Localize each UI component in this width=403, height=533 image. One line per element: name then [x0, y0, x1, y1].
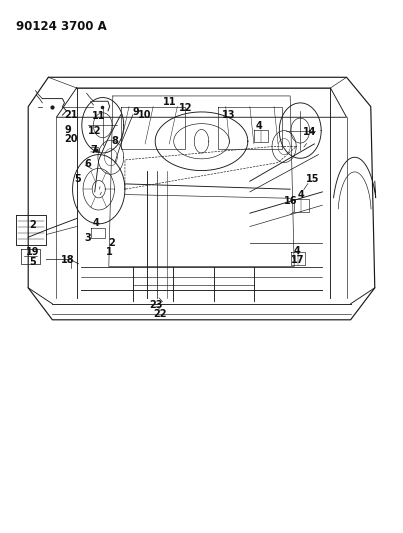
Text: 90124 3700 A: 90124 3700 A: [16, 20, 107, 33]
Text: 1: 1: [106, 247, 113, 257]
Text: 4: 4: [93, 218, 99, 228]
Text: 5: 5: [74, 174, 81, 183]
Text: 21: 21: [64, 110, 77, 119]
Text: 2: 2: [29, 220, 35, 230]
Text: 7: 7: [90, 146, 97, 155]
Text: 19: 19: [26, 247, 40, 257]
Text: 23: 23: [150, 300, 163, 310]
Text: 4: 4: [256, 122, 262, 131]
Text: 17: 17: [291, 255, 304, 265]
Text: 13: 13: [222, 110, 236, 119]
Text: 2: 2: [109, 238, 115, 247]
Text: 18: 18: [61, 255, 75, 264]
Text: 10: 10: [137, 110, 151, 120]
Text: 16: 16: [284, 197, 298, 206]
Text: 15: 15: [305, 174, 319, 183]
Text: 8: 8: [111, 136, 118, 146]
Text: 3: 3: [85, 233, 91, 243]
Text: 12: 12: [88, 126, 102, 135]
Text: 6: 6: [85, 159, 91, 169]
Text: 4: 4: [298, 190, 305, 199]
Text: 5: 5: [30, 257, 36, 267]
Text: 12: 12: [179, 103, 193, 112]
Text: 14: 14: [303, 127, 316, 137]
Text: 9: 9: [133, 107, 139, 117]
Text: 22: 22: [154, 310, 167, 319]
Text: 4: 4: [294, 246, 301, 255]
Text: 9: 9: [64, 125, 71, 134]
Text: 20: 20: [64, 134, 77, 143]
Text: 11: 11: [92, 111, 106, 120]
Text: 11: 11: [163, 98, 177, 107]
